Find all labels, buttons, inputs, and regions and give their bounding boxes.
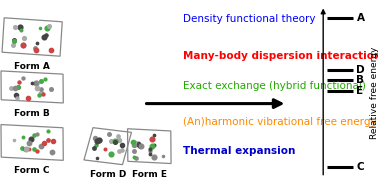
- Text: Density functional theory: Density functional theory: [183, 14, 316, 24]
- Text: Form A: Form A: [14, 61, 50, 70]
- Text: Form B: Form B: [14, 109, 50, 118]
- Text: Many-body dispersion interactions: Many-body dispersion interactions: [183, 51, 378, 61]
- Text: Form E: Form E: [132, 170, 167, 179]
- Text: Form C: Form C: [14, 166, 50, 175]
- Text: C: C: [356, 162, 364, 171]
- Text: B: B: [356, 75, 364, 85]
- Text: E: E: [356, 86, 364, 96]
- Text: Exact exchange (hybrid functional): Exact exchange (hybrid functional): [183, 81, 366, 91]
- Text: Form D: Form D: [90, 170, 126, 179]
- Text: A: A: [356, 13, 364, 23]
- Text: D: D: [356, 65, 365, 75]
- Text: Thermal expansion: Thermal expansion: [183, 146, 296, 156]
- Text: (An)harmonic vibrational free energy: (An)harmonic vibrational free energy: [183, 117, 377, 127]
- Text: Relative free energy: Relative free energy: [370, 46, 378, 139]
